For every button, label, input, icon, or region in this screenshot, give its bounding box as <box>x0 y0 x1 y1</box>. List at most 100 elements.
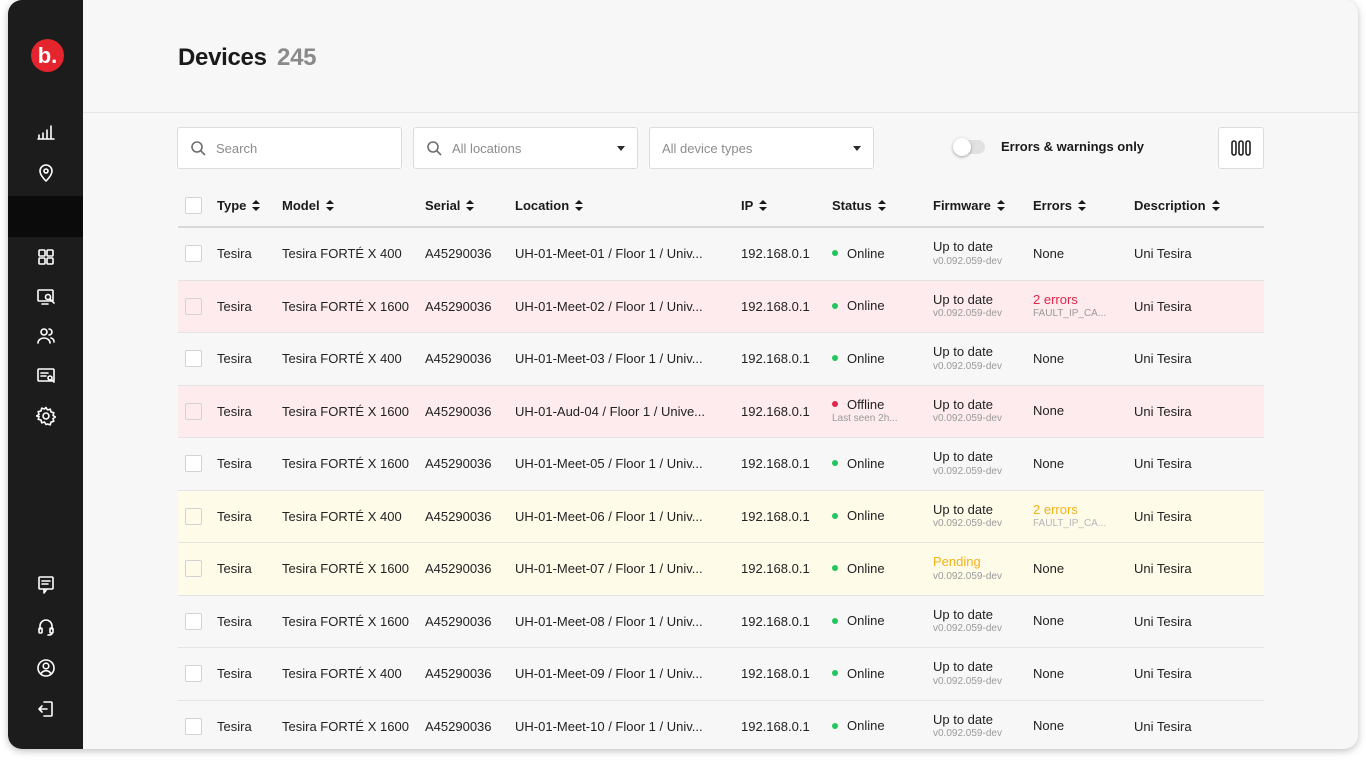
row-checkbox[interactable] <box>185 717 202 735</box>
table-row[interactable]: Tesira Tesira FORTÉ X 400 A45290036 UH-01-M… <box>178 490 1264 543</box>
table-row[interactable]: Tesira Tesira FORTÉ X 400 A45290036 UH-01-M… <box>178 648 1264 701</box>
cell-type: Tesira <box>217 718 252 734</box>
errors-warnings-toggle[interactable] <box>953 137 985 156</box>
cell-errors: None <box>1033 403 1064 419</box>
column-header-location[interactable]: Location <box>515 198 584 213</box>
table-row[interactable]: Tesira Tesira FORTÉ X 1600 A45290036 UH-01-… <box>178 438 1264 491</box>
logout-icon[interactable] <box>34 697 58 721</box>
main-content: Devices 245 Search All locations All dev… <box>83 0 1358 749</box>
cell-status: Online <box>832 613 885 629</box>
table-row[interactable]: Tesira Tesira FORTÉ X 1600 A45290036 UH-01-… <box>178 596 1264 648</box>
cell-type: Tesira <box>217 561 252 577</box>
column-header-firmware[interactable]: Firmware <box>933 198 1005 213</box>
row-checkbox[interactable] <box>185 507 202 525</box>
table-header: Type Model Serial Location IP Status Firmware E… <box>178 184 1264 228</box>
brand-logo[interactable]: b. <box>31 39 64 72</box>
location-pin-icon[interactable] <box>34 161 58 185</box>
cell-model: Tesira FORTÉ X 400 <box>282 351 402 367</box>
users-icon[interactable] <box>34 324 58 348</box>
row-checkbox[interactable] <box>185 455 202 473</box>
cell-serial: A45290036 <box>425 351 492 367</box>
device-count: 245 <box>277 44 317 71</box>
table-row[interactable]: Tesira Tesira FORTÉ X 1600 A45290036 UH-01-… <box>178 701 1264 750</box>
ticket-icon[interactable] <box>34 364 58 388</box>
column-header-status[interactable]: Status <box>832 198 886 213</box>
cell-firmware: Up to date v0.092.059-dev <box>933 712 1002 741</box>
cell-model: Tesira FORTÉ X 1600 <box>282 613 409 629</box>
row-checkbox[interactable] <box>185 297 202 315</box>
row-checkbox[interactable] <box>185 665 202 683</box>
device-types-select[interactable]: All device types <box>649 127 874 169</box>
search-placeholder: Search <box>216 140 258 156</box>
cell-errors: None <box>1033 351 1064 367</box>
firmware-status: Up to date <box>933 239 993 255</box>
errors-count: None <box>1033 455 1065 471</box>
status-text: Online <box>832 298 885 314</box>
search-input[interactable]: Search <box>177 127 402 169</box>
column-header-model[interactable]: Model <box>282 198 334 213</box>
cell-ip: 192.168.0.1 <box>741 508 810 524</box>
cell-errors: None <box>1033 613 1064 629</box>
monitor-search-icon[interactable] <box>34 285 58 309</box>
column-header-serial[interactable]: Serial <box>425 198 475 213</box>
column-header-type[interactable]: Type <box>217 198 261 213</box>
table-row[interactable]: Tesira Tesira FORTÉ X 1600 A45290036 UH-01-… <box>178 385 1264 438</box>
table-row[interactable]: Tesira Tesira FORTÉ X 400 A45290036 UH-01-M… <box>178 333 1264 386</box>
cell-model: Tesira FORTÉ X 1600 <box>282 456 409 472</box>
cell-model: Tesira FORTÉ X 1600 <box>282 403 409 419</box>
cell-location: UH-01-Meet-01 / Floor 1 / Univ... <box>515 246 703 262</box>
status-label: Online <box>847 613 885 629</box>
firmware-status: Pending <box>933 554 981 570</box>
cell-description: Uni Tesira <box>1134 351 1192 367</box>
columns-button[interactable] <box>1218 127 1264 169</box>
profile-icon[interactable] <box>34 656 58 680</box>
cell-firmware: Up to date v0.092.059-dev <box>933 344 1002 373</box>
column-header-errors[interactable]: Errors <box>1033 198 1087 213</box>
column-header-ip[interactable]: IP <box>741 198 768 213</box>
errors-code: FAULT_IP_CA... <box>1033 308 1107 320</box>
feedback-icon[interactable] <box>34 573 58 597</box>
firmware-version: v0.092.059-dev <box>933 518 1002 530</box>
header-divider <box>83 112 1358 113</box>
cell-model: Tesira FORTÉ X 400 <box>282 666 402 682</box>
cell-firmware: Up to date v0.092.059-dev <box>933 449 1002 478</box>
column-header-description[interactable]: Description <box>1134 198 1220 213</box>
select-all-checkbox[interactable] <box>185 196 202 214</box>
row-checkbox[interactable] <box>185 612 202 630</box>
sidebar-active-item[interactable] <box>8 196 83 237</box>
firmware-status: Up to date <box>933 501 993 517</box>
cell-errors[interactable]: 2 errors FAULT_IP_CA... <box>1033 502 1106 531</box>
grid-icon[interactable] <box>34 245 58 269</box>
table-row[interactable]: Tesira Tesira FORTÉ X 1600 A45290036 UH-01-… <box>178 280 1264 333</box>
support-headset-icon[interactable] <box>34 615 58 639</box>
cell-description: Uni Tesira <box>1134 403 1192 419</box>
cell-location: UH-01-Meet-06 / Floor 1 / Univ... <box>515 508 703 524</box>
errors-count: None <box>1033 718 1065 734</box>
cell-status: Online <box>832 298 885 314</box>
firmware-version: v0.092.059-dev <box>933 570 1002 582</box>
cell-errors[interactable]: 2 errors FAULT_IP_CA... <box>1033 292 1106 321</box>
errors-count: None <box>1033 245 1065 261</box>
cell-status: Online <box>832 246 885 262</box>
settings-icon[interactable] <box>34 404 58 428</box>
firmware-status: Up to date <box>933 711 993 727</box>
cell-type: Tesira <box>217 508 252 524</box>
sort-icon <box>1078 199 1087 211</box>
firmware-version: v0.092.059-dev <box>933 360 1002 372</box>
locations-select[interactable]: All locations <box>413 127 638 169</box>
row-checkbox[interactable] <box>185 402 202 420</box>
analytics-icon[interactable] <box>34 120 58 144</box>
cell-location: UH-01-Meet-02 / Floor 1 / Univ... <box>515 298 703 314</box>
cell-firmware: Up to date v0.092.059-dev <box>933 607 1002 636</box>
column-header-label: Firmware <box>933 197 991 213</box>
cell-status: Online <box>832 456 885 472</box>
cell-errors: None <box>1033 718 1064 734</box>
table-row[interactable]: Tesira Tesira FORTÉ X 400 A45290036 UH-01-M… <box>178 228 1264 281</box>
firmware-version: v0.092.059-dev <box>933 465 1002 477</box>
table-row[interactable]: Tesira Tesira FORTÉ X 1600 A45290036 UH-01-… <box>178 543 1264 596</box>
firmware-version: v0.092.059-dev <box>933 308 1002 320</box>
row-checkbox[interactable] <box>185 350 202 368</box>
cell-type: Tesira <box>217 351 252 367</box>
row-checkbox[interactable] <box>185 560 202 578</box>
row-checkbox[interactable] <box>185 245 202 263</box>
